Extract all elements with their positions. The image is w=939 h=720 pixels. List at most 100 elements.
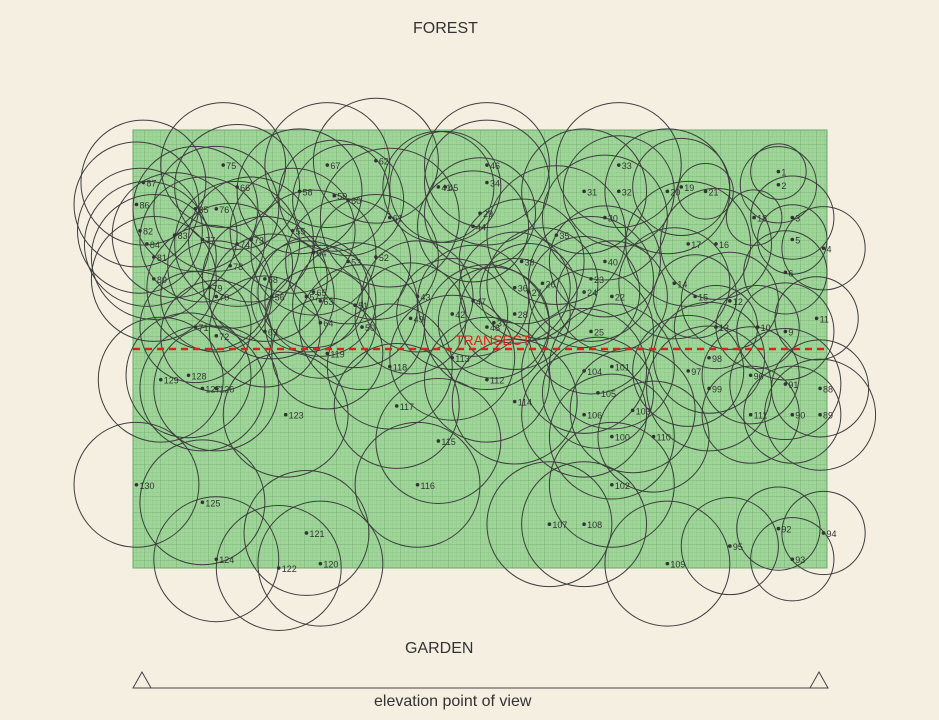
- tree-dot-18: [752, 215, 756, 220]
- canopy-circle-25: [528, 268, 654, 395]
- tree-label-72: 72: [219, 332, 229, 342]
- canopy-circle-94: [781, 490, 866, 576]
- tree-label-106: 106: [587, 411, 602, 421]
- tree-label-3: 3: [795, 214, 800, 224]
- tree-dot-59: [332, 193, 337, 198]
- tree-label-68: 68: [268, 275, 278, 285]
- tree-dot-66: [235, 185, 239, 189]
- tree-label-1: 1: [781, 168, 786, 178]
- tree-dot-13: [714, 325, 718, 329]
- tree-dot-12: [728, 299, 732, 303]
- tree-label-45: 45: [448, 183, 458, 193]
- tree-label-54: 54: [316, 249, 326, 259]
- tree-dot-10: [755, 325, 760, 329]
- tree-label-76: 76: [219, 205, 229, 215]
- tree-label-47: 47: [476, 297, 486, 307]
- tree-dot-111: [748, 412, 753, 417]
- tree-label-30: 30: [608, 214, 618, 224]
- tree-label-129: 129: [164, 376, 179, 386]
- left-viewpoint-triangle: [132, 670, 152, 689]
- tree-label-20: 20: [670, 187, 680, 197]
- tree-dot-17: [686, 242, 690, 246]
- canopy-circle-126: [153, 325, 280, 452]
- tree-dot-53: [346, 259, 350, 264]
- tree-dot-105: [596, 391, 600, 395]
- canopy-circle-67: [264, 102, 391, 228]
- tree-dot-70: [214, 294, 219, 299]
- canopy-circle-44: [417, 170, 530, 283]
- tree-dot-77: [200, 237, 205, 242]
- tree-dot-124: [214, 557, 219, 562]
- tree-dot-76: [214, 207, 219, 211]
- tree-dot-64: [318, 320, 323, 325]
- tree-dot-43: [415, 294, 420, 299]
- tree-dot-109: [665, 561, 670, 566]
- tree-label-100: 100: [615, 433, 630, 443]
- canopy-circle-90: [743, 365, 842, 464]
- tree-label-121: 121: [310, 529, 325, 539]
- canopy-circle-98: [653, 301, 766, 414]
- tree-dot-23: [589, 277, 593, 281]
- canopy-circle-114: [451, 338, 578, 465]
- tree-label-29: 29: [483, 209, 493, 219]
- tree-dot-14: [672, 281, 677, 286]
- tree-dot-117: [394, 404, 399, 408]
- canopy-circle-121: [243, 470, 370, 596]
- tree-label-79: 79: [212, 284, 222, 294]
- canopy-circle-93: [750, 517, 835, 602]
- tree-dot-5: [790, 237, 795, 242]
- tree-dot-100: [610, 434, 614, 439]
- tree-label-19: 19: [684, 183, 694, 193]
- canopy-circle-15: [653, 254, 738, 339]
- tree-label-32: 32: [622, 187, 632, 197]
- tree-dot-87: [141, 180, 146, 185]
- canopy-circle-109: [604, 500, 731, 627]
- tree-label-16: 16: [719, 240, 729, 250]
- tree-label-117: 117: [400, 402, 414, 412]
- tree-dot-61: [387, 215, 392, 220]
- tree-dot-33: [617, 163, 621, 167]
- tree-label-91: 91: [788, 380, 798, 390]
- forest-label: FOREST: [413, 20, 478, 37]
- tree-label-37: 37: [497, 319, 507, 329]
- canopy-circle-59: [278, 139, 391, 252]
- canopy-circle-33: [555, 102, 682, 228]
- tree-dot-127: [200, 386, 205, 391]
- tree-label-98: 98: [712, 354, 722, 364]
- tree-dot-115: [436, 439, 441, 443]
- tree-dot-47: [471, 299, 475, 303]
- tree-dot-107: [547, 522, 552, 526]
- canopy-circle-62: [312, 97, 439, 224]
- tree-label-2: 2: [781, 181, 786, 191]
- tree-dot-34: [485, 180, 489, 185]
- tree-dot-89: [818, 412, 822, 417]
- tree-dot-37: [492, 320, 496, 325]
- tree-label-87: 87: [146, 179, 156, 189]
- tree-label-104: 104: [587, 367, 602, 377]
- canopy-circle-81: [90, 194, 217, 320]
- tree-dot-123: [283, 412, 288, 417]
- canopy-circle-129: [97, 316, 224, 443]
- tree-dot-40: [603, 259, 607, 264]
- tree-label-58: 58: [303, 187, 313, 197]
- canopy-circle-5: [757, 204, 828, 275]
- tree-dot-39: [519, 259, 524, 264]
- tree-dot-30: [603, 215, 607, 220]
- tree-dot-110: [651, 434, 656, 439]
- tree-label-15: 15: [698, 292, 708, 302]
- tree-label-49: 49: [414, 314, 424, 324]
- tree-dot-20: [665, 189, 670, 194]
- tree-dot-83: [172, 233, 177, 237]
- tree-dot-2: [776, 182, 781, 187]
- tree-dot-71: [193, 325, 198, 329]
- tree-label-80: 80: [157, 275, 167, 285]
- canopy-circle-80: [90, 215, 217, 342]
- tree-label-130: 130: [139, 481, 154, 491]
- tree-label-63: 63: [323, 297, 333, 307]
- canopy-circle-74: [174, 180, 301, 307]
- tree-dot-31: [582, 189, 586, 194]
- tree-dot-81: [152, 255, 156, 259]
- tree-label-126: 126: [219, 384, 234, 394]
- canopy-circle-84: [83, 180, 210, 307]
